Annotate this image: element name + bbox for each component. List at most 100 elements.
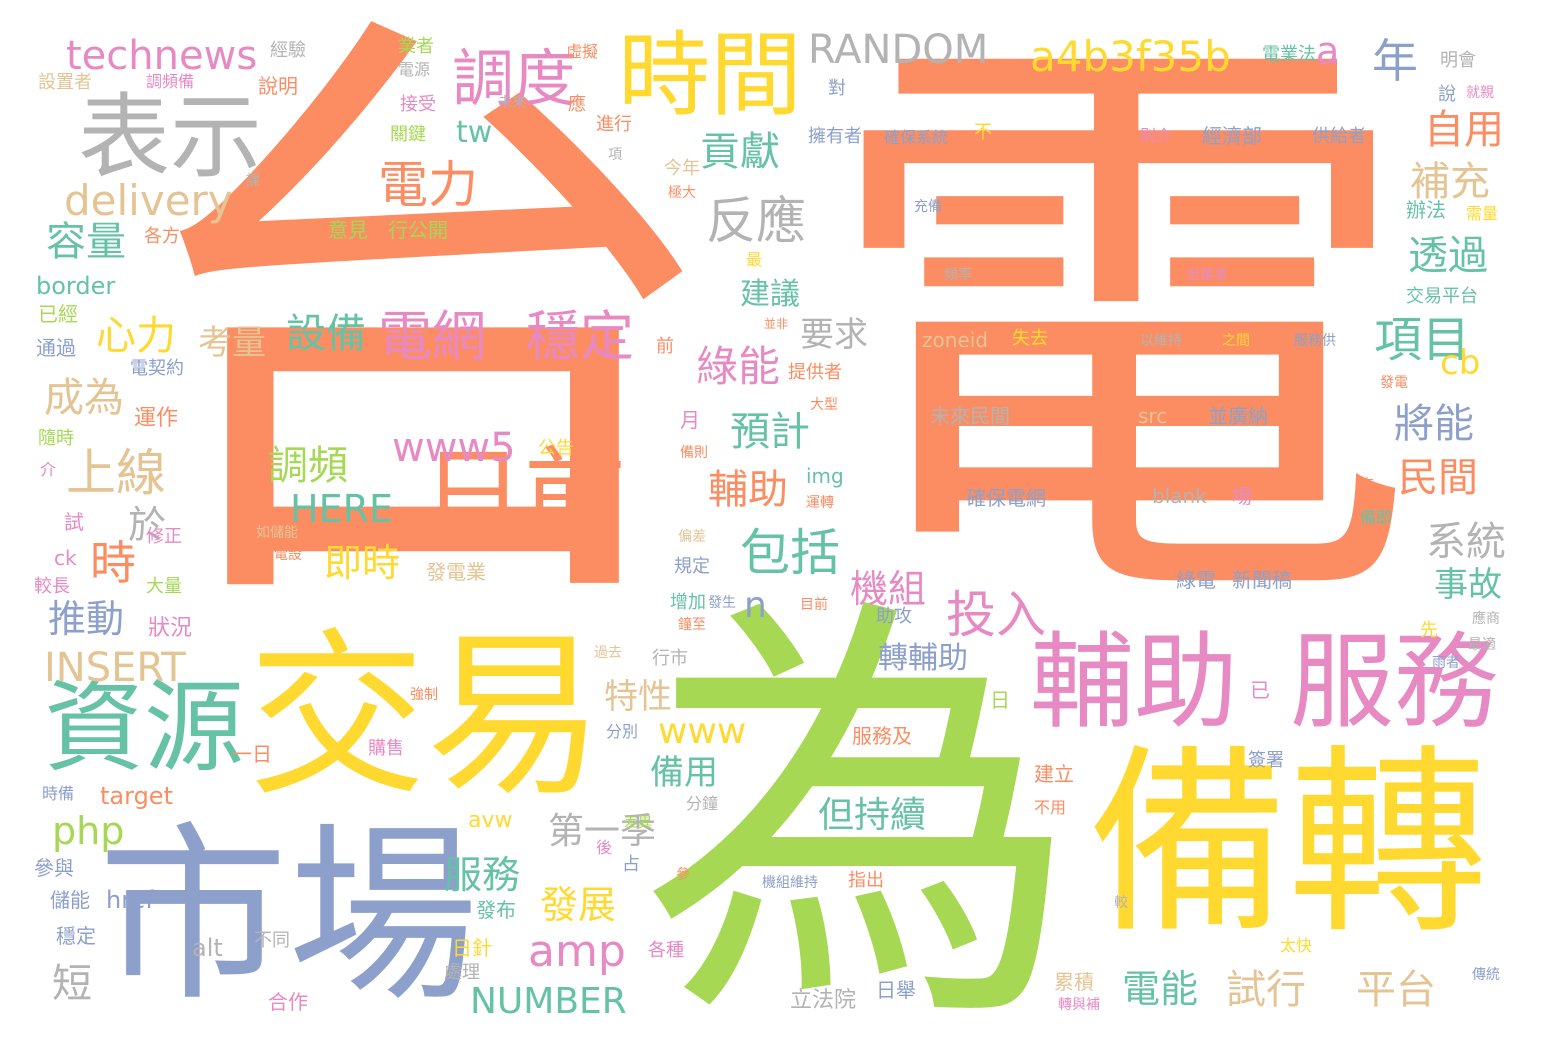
word: 後 <box>596 838 613 857</box>
word: src <box>1138 404 1168 428</box>
word: 備轉 <box>1088 728 1489 961</box>
word: 指出 <box>848 870 884 891</box>
word: 應 <box>568 94 586 115</box>
word: 將能 <box>1394 401 1474 447</box>
word: 資源 <box>44 669 244 786</box>
word: 補充 <box>1410 159 1490 205</box>
word: 建立 <box>1034 762 1074 786</box>
word: 電契約 <box>130 358 184 379</box>
word: NUMBER <box>470 981 627 1022</box>
word: 應商 <box>1472 611 1500 627</box>
word: 合作 <box>268 990 308 1014</box>
word: 儲能 <box>50 888 90 912</box>
word: 參與 <box>34 856 74 880</box>
word: 不 <box>974 122 992 143</box>
word: 綠電 <box>1176 568 1216 592</box>
word: 輔助 <box>1030 621 1239 743</box>
word: 並廣納 <box>1208 404 1268 428</box>
word: 明會 <box>1440 50 1476 71</box>
word: 考量 <box>198 323 266 363</box>
word: 強制 <box>410 687 438 703</box>
word: 失去 <box>1012 328 1048 349</box>
word: 包括 <box>740 524 840 582</box>
word: 項目 <box>1374 312 1471 368</box>
word: 最適 <box>1468 637 1496 653</box>
word: 經驗 <box>270 40 306 61</box>
word: 經濟部 <box>1202 124 1262 148</box>
word: 日 <box>990 688 1010 712</box>
word: 簽署 <box>1248 750 1284 771</box>
word: 時備 <box>42 784 75 803</box>
word: avw <box>468 808 513 833</box>
word: 頻率 <box>944 267 972 283</box>
word: 服務 <box>444 853 521 897</box>
word: 透過 <box>1408 233 1488 279</box>
word: 累積 <box>1054 970 1094 994</box>
word: 設置者 <box>38 72 92 93</box>
word: 系統 <box>1426 519 1506 565</box>
word: tw <box>456 115 493 150</box>
word: 但業者 <box>1186 267 1228 283</box>
word: 處理 <box>444 962 480 983</box>
word: 試 <box>64 510 84 534</box>
word: 電業法 <box>1262 44 1316 65</box>
word: 分鐘 <box>686 794 719 813</box>
word: 但持續 <box>818 795 927 836</box>
word: 課 <box>246 173 260 189</box>
word: 就親 <box>1466 85 1494 101</box>
word: 占 <box>622 854 640 875</box>
word: 穩定 <box>56 924 96 948</box>
word: zoneid <box>922 328 988 352</box>
word: amp <box>528 926 626 977</box>
word: 自用 <box>1424 107 1504 153</box>
word: 充備 <box>914 199 942 215</box>
word: 容量 <box>46 219 126 265</box>
word: 機組維持 <box>762 875 818 891</box>
word: 備則 <box>680 445 708 461</box>
word: 運轉 <box>806 495 834 511</box>
word: 表示 <box>78 84 263 191</box>
word: 太快 <box>1280 936 1313 955</box>
word: 意見 <box>328 218 368 242</box>
word: 提供者 <box>788 362 842 383</box>
word: 設備 <box>286 311 366 357</box>
word: 關鍵 <box>390 124 426 145</box>
word: 發生 <box>708 595 736 611</box>
word: 大型 <box>810 397 838 413</box>
word: 交易 <box>248 613 604 820</box>
word: 虛擬 <box>566 42 599 61</box>
word: 介 <box>40 460 57 479</box>
word: 各種 <box>648 940 684 961</box>
word: 日舉 <box>876 978 916 1002</box>
word: 輔助 <box>708 467 788 513</box>
word: 新聞稿 <box>1232 568 1292 592</box>
word: 投入 <box>946 586 1046 644</box>
word: 轉輔助 <box>878 641 968 676</box>
word: n <box>744 585 767 626</box>
word: 年 <box>1372 34 1418 88</box>
word: 電源 <box>398 60 431 79</box>
word: 助攻 <box>876 606 912 627</box>
word: 調頻備 <box>146 72 195 91</box>
word: 辦法 <box>1406 198 1446 222</box>
word: 已經 <box>38 302 78 326</box>
word: 增加 <box>670 592 706 613</box>
word: border <box>36 272 116 300</box>
word: 購售 <box>368 738 404 759</box>
word: 隨時 <box>38 428 74 449</box>
word: 不用 <box>1034 798 1067 817</box>
word: 時間 <box>618 22 803 129</box>
word: 機組 <box>850 567 927 611</box>
word: 電 <box>818 0 1418 679</box>
word: 雨者 <box>1432 655 1460 671</box>
word: 發電業 <box>426 560 486 584</box>
word: 極大 <box>668 185 696 201</box>
word: a <box>1316 29 1340 73</box>
word: 台 <box>118 0 728 680</box>
word: alt <box>192 934 223 962</box>
word: 對 <box>828 78 846 99</box>
word: 綠能 <box>696 342 781 391</box>
word: 大量 <box>146 576 182 597</box>
word: 修正 <box>146 526 182 547</box>
